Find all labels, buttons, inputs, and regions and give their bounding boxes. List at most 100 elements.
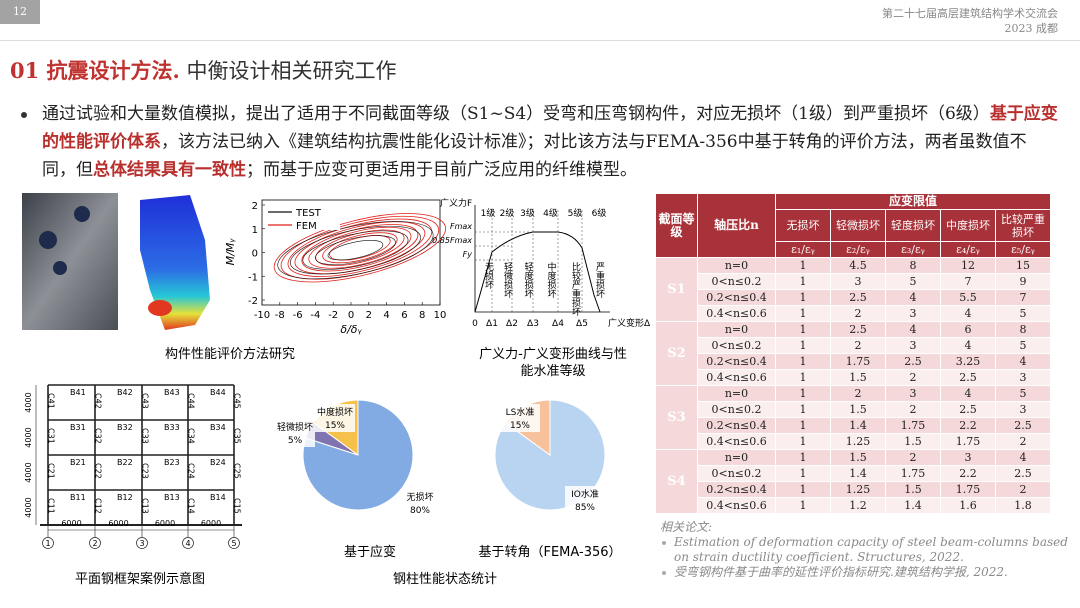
beam-label: B21	[70, 458, 86, 467]
state-label: 无损坏	[483, 262, 494, 290]
table-row: 0.2<n≤0.4 1 2.5 4 5.5 7	[656, 289, 1051, 306]
height-dimension: 4000	[24, 392, 33, 412]
value-cell: 2.5	[885, 353, 941, 370]
table-row: 0.4<n≤0.6 1 1.2 1.4 1.6 1.8	[656, 497, 1051, 514]
column-label: C24	[187, 463, 196, 479]
value-cell: 2	[830, 385, 886, 402]
header-rule	[0, 40, 1080, 41]
test-photo	[22, 193, 118, 330]
ratio-cell: 0<n≤0.2	[697, 401, 776, 418]
beam-label: B24	[210, 458, 226, 467]
deformation-label: Δ3	[527, 319, 539, 329]
value-cell: 2	[885, 369, 941, 386]
axis-bubble	[42, 537, 54, 549]
bullet-marker	[21, 112, 27, 118]
value-cell: 3	[885, 337, 941, 354]
label-box	[275, 419, 315, 447]
value-cell: 4	[995, 449, 1051, 466]
value-cell: 1.4	[885, 497, 941, 514]
value-cell: 5	[995, 385, 1051, 402]
height-dimension: 4000	[24, 462, 33, 482]
value-cell: 4	[885, 289, 941, 306]
header-row: ε₁/εᵧ ε₂/εᵧ ε₃/εᵧ ε₄/εᵧ ε₅/εᵧ	[656, 241, 1051, 258]
value-cell: 3	[830, 273, 886, 290]
pie-title: 基于转角（FEMA-356）	[478, 545, 621, 560]
beam-label: B42	[117, 388, 133, 397]
ratio-cell: 0.2<n≤0.4	[697, 289, 776, 306]
x-tick-label: -8	[275, 310, 285, 321]
table-row: 0.4<n≤0.6 1 1.5 2 2.5 3	[656, 369, 1051, 386]
slice-value-label: 15%	[510, 421, 530, 431]
reference-item: Estimation of deformation capacity of st…	[660, 535, 1070, 565]
x-tick-label: 4	[383, 310, 389, 321]
value-cell: 1	[775, 449, 831, 466]
value-cell: 1	[775, 417, 831, 434]
reference-item: 受弯钢构件基于曲率的延性评价指标研究.建筑结构学报, 2022.	[660, 565, 1070, 580]
value-cell: 8	[995, 321, 1051, 338]
ratio-cell: 0.4<n≤0.6	[697, 497, 776, 514]
ratio-cell: 0<n≤0.2	[697, 465, 776, 482]
axis-bubble	[182, 537, 194, 549]
page-number: 12	[0, 0, 40, 24]
loop-test	[277, 221, 434, 280]
loop-fem	[322, 232, 398, 264]
value-cell: 4	[940, 337, 996, 354]
references: 相关论文: Estimation of deformation capacity …	[660, 520, 1070, 580]
table-row: 0.4<n≤0.6 1 2 3 4 5	[656, 305, 1051, 322]
ratio-cell: 0.2<n≤0.4	[697, 417, 776, 434]
value-cell: 4	[940, 385, 996, 402]
value-cell: 9	[995, 273, 1051, 290]
value-cell: 1	[775, 337, 831, 354]
caption-line: 广义力-广义变形曲线与性	[479, 346, 627, 362]
value-cell: 1	[775, 385, 831, 402]
value-cell: 1	[775, 273, 831, 290]
column-label: C42	[94, 393, 103, 409]
beam-label: B22	[117, 458, 133, 467]
x-axis-label: δ/δᵧ	[340, 323, 362, 336]
table-row: 0<n≤0.2 1 2 3 4 5	[656, 337, 1051, 354]
value-cell: 2.5	[940, 369, 996, 386]
table-row: 0.2<n≤0.4 1 1.75 2.5 3.25 4	[656, 353, 1051, 370]
x-axis-label: 广义变形Δ	[608, 317, 650, 329]
ratio-cell: n=0	[697, 385, 776, 402]
y-tick-label: 0	[252, 249, 258, 260]
table-row: S1 n=0 1 4.5 8 12 15	[655, 257, 1051, 322]
column-label: C21	[47, 463, 56, 479]
value-cell: 2	[885, 401, 941, 418]
ratio-cell: n=0	[697, 449, 776, 466]
origin-label: 0	[472, 319, 478, 329]
beam-label: B12	[117, 493, 133, 502]
figure-caption: 平面钢框架案例示意图	[75, 571, 205, 587]
value-cell: 2.5	[995, 417, 1051, 434]
span-dimension: 6000	[108, 519, 128, 528]
body-text: ，该方法已纳入《建筑结构抗震性能化设计标准》；对比该方法与FEMA-356中基于…	[42, 132, 1027, 180]
force-curve	[474, 231, 601, 313]
column-label: C44	[187, 393, 196, 409]
height-dimension: 4000	[24, 497, 33, 517]
value-cell: 1.75	[940, 481, 996, 498]
references-heading: 相关论文:	[660, 520, 713, 534]
column-label: C13	[141, 498, 150, 514]
deformation-label: Δ4	[552, 319, 564, 329]
value-cell: 1	[775, 481, 831, 498]
span-dimension: 6000	[155, 519, 175, 528]
value-cell: 1.25	[830, 433, 886, 450]
value-cell: 2	[830, 337, 886, 354]
value-cell: 4	[940, 305, 996, 322]
table-row: S3 n=0 1 2 3 4 5	[655, 385, 1051, 450]
grade-label: 1级	[481, 207, 496, 219]
loop-fem	[308, 226, 412, 269]
conference-location: 2023 成都	[1004, 22, 1059, 35]
beam-label: B44	[210, 388, 226, 397]
value-cell: 1	[775, 465, 831, 482]
column-label: C45	[233, 393, 242, 409]
x-tick-label: -10	[254, 310, 270, 321]
legend-label: FEM	[296, 221, 317, 232]
figures: -10 -8 -6 -4 -2 0 2 4 6 8 10-2-1012M/Mᵧδ/δᵧTESTFEM…	[22, 193, 650, 587]
value-cell: 1.5	[830, 449, 886, 466]
loop-fem	[294, 221, 426, 275]
header-cell: 截面等级	[655, 193, 698, 258]
slice-value-label: 5%	[288, 436, 303, 446]
y-tick-label: 1	[252, 225, 258, 236]
